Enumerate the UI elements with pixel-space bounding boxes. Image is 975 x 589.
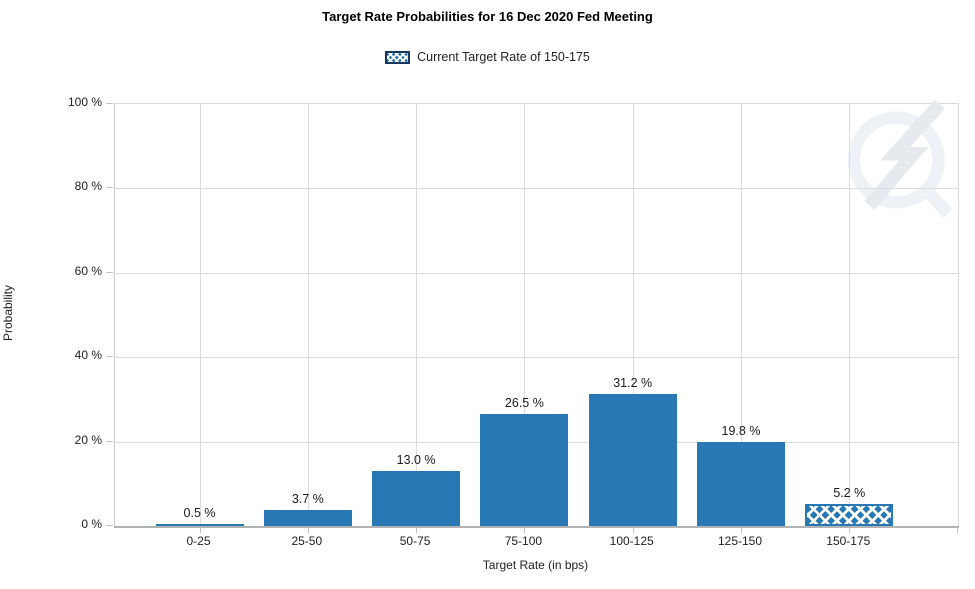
- y-tick-label: 0 %: [81, 517, 102, 531]
- legend: Current Target Rate of 150-175: [0, 49, 975, 65]
- v-gridline: [307, 104, 309, 526]
- crosshatch-swatch-icon: [385, 50, 411, 64]
- y-tick-label: 100 %: [67, 95, 102, 109]
- chart-title: Target Rate Probabilities for 16 Dec 202…: [322, 9, 653, 24]
- x-axis-tick: [632, 528, 634, 533]
- y-tick-label: 20 %: [74, 432, 102, 447]
- y-tick-label: 40 %: [74, 348, 102, 363]
- x-axis-line: [114, 526, 959, 528]
- x-axis-tick: [416, 528, 418, 533]
- bar-100-125[interactable]: [588, 394, 677, 526]
- plot-area: 0.5 % 3.7 % 13.0 % 26.5 % 31.2 % 19.8 % 5.2 %: [114, 100, 959, 533]
- x-axis-tick: [741, 528, 742, 533]
- y-axis-tick: [106, 525, 113, 526]
- x-tick-label: 75-100: [504, 534, 543, 548]
- bar-25-50[interactable]: [263, 510, 352, 526]
- y-axis-title: Probability: [1, 284, 15, 342]
- v-gridline: [416, 104, 418, 526]
- y-axis-tick: [106, 271, 113, 273]
- y-axis-tick: [106, 103, 113, 104]
- bar-value-label: 0.5 %: [183, 505, 216, 520]
- x-axis-tick: [307, 528, 309, 533]
- x-tick-label: 0-25: [186, 534, 211, 548]
- quikstrike-watermark-icon: [847, 100, 953, 218]
- bar-125-150[interactable]: [697, 442, 785, 526]
- y-axis-tick: [106, 440, 113, 442]
- y-axis-tick: [106, 356, 113, 358]
- h-gridline: [115, 357, 958, 359]
- bar-150-175[interactable]: [805, 504, 894, 526]
- bar-value-label: 13.0 %: [396, 453, 436, 468]
- bar-value-label: 3.7 %: [291, 492, 324, 507]
- bar-value-label: 31.2 %: [613, 376, 653, 391]
- x-axis-tick: [199, 528, 201, 533]
- legend-label: Current Target Rate of 150-175: [417, 50, 590, 64]
- x-tick-label: 150-175: [826, 534, 871, 548]
- bar-50-75[interactable]: [372, 471, 461, 526]
- x-axis-title: Target Rate (in bps): [482, 558, 589, 572]
- v-gridline: [632, 104, 634, 526]
- v-gridline: [741, 104, 742, 526]
- x-axis-tick: [524, 528, 526, 533]
- x-tick-label: 125-150: [717, 534, 763, 548]
- h-gridline: [115, 188, 958, 190]
- bar-75-100[interactable]: [480, 414, 569, 526]
- y-axis-tick: [106, 187, 113, 189]
- y-tick-label: 60 %: [74, 263, 102, 278]
- v-gridline: [199, 104, 201, 526]
- bar-value-label: 26.5 %: [504, 396, 544, 411]
- x-axis-tick: [849, 528, 851, 533]
- bar-value-label: 19.8 %: [721, 424, 761, 439]
- x-tick-label: 50-75: [399, 534, 431, 548]
- v-gridline: [849, 104, 851, 526]
- v-gridline: [524, 104, 526, 526]
- x-axis-tick: [957, 528, 958, 533]
- bar-value-label: 5.2 %: [833, 486, 866, 501]
- x-tick-label: 100-125: [609, 534, 654, 548]
- h-gridline: [115, 272, 958, 274]
- y-tick-label: 80 %: [74, 179, 102, 194]
- x-tick-label: 25-50: [291, 534, 323, 548]
- bar-0-25[interactable]: [155, 523, 244, 526]
